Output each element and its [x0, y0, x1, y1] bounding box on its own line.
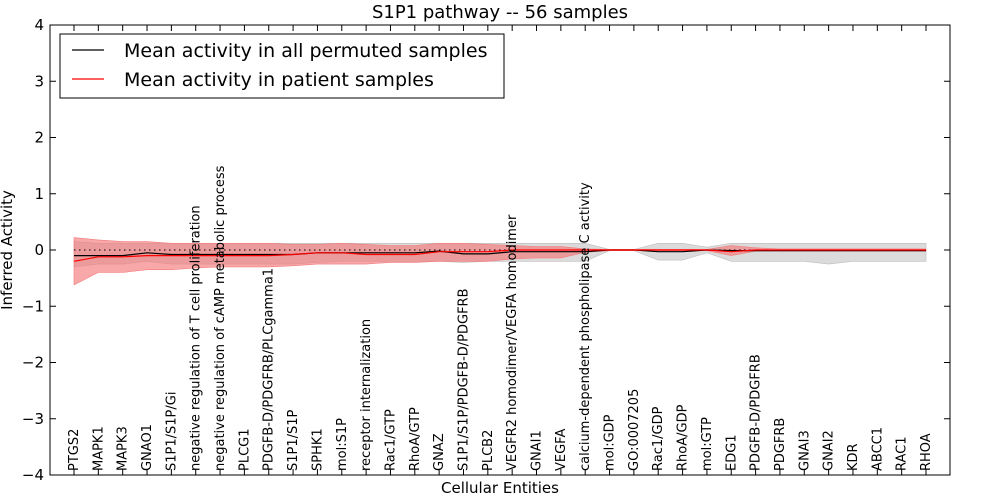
x-tick-label: KDR: [846, 443, 861, 471]
y-tick-label: −2: [22, 354, 44, 372]
x-tick-label: MAPK1: [91, 426, 106, 471]
x-tick-label: negative regulation of cAMP metabolic pr…: [213, 165, 228, 471]
x-tick-label: mol:GTP: [700, 417, 715, 471]
y-tick-label: 0: [34, 241, 44, 259]
x-tick-label: PDGFB-D/PDGFRB: [749, 354, 764, 471]
x-tick-label: MAPK3: [116, 426, 131, 471]
series-lines: [73, 249, 926, 262]
x-tick-label: GNAZ: [432, 433, 447, 471]
y-tick-label: −3: [22, 410, 44, 428]
x-tick-label: EDG1: [724, 434, 739, 471]
y-tick-label: 2: [34, 129, 44, 147]
x-tick-label: calcium-dependent phospholipase C activi…: [578, 182, 593, 471]
x-tick-label: S1P1/S1P: [286, 409, 301, 471]
x-tick-label: PLCG1: [237, 428, 252, 471]
x-tick-label: negative regulation of T cell proliferat…: [189, 205, 204, 471]
x-tick-label: Rac1/GDP: [651, 406, 666, 471]
chart-title: S1P1 pathway -- 56 samples: [372, 2, 628, 23]
x-tick-label: GNAI2: [822, 430, 837, 471]
x-tick-label: RhoA/GDP: [676, 404, 691, 471]
x-tick-label: ABCC1: [870, 427, 885, 471]
legend: Mean activity in all permuted samples Me…: [59, 33, 505, 99]
x-tick-label: PTGS2: [67, 429, 82, 471]
series-line-1: [73, 249, 926, 262]
y-tick-label: −4: [22, 466, 44, 484]
x-tick-label: GNAI1: [530, 430, 545, 471]
y-tick-label: 1: [34, 185, 44, 203]
x-tick-label: RAC1: [895, 436, 910, 471]
x-tick-label: mol:GDP: [603, 414, 618, 471]
legend-box: [59, 33, 505, 99]
y-axis-ticks: 4 3 2 1 0 −1 −2 −3 −4: [22, 16, 950, 484]
y-tick-label: −1: [22, 297, 44, 315]
x-tick-label: GNAO1: [140, 424, 155, 471]
x-tick-label: GO:0007205: [627, 389, 642, 471]
x-axis-label: Cellular Entities: [441, 479, 559, 497]
x-tick-label: SPHK1: [310, 428, 325, 471]
x-tick-label: Rac1/GTP: [383, 409, 398, 471]
y-axis-label: Inferred Activity: [0, 190, 16, 310]
x-tick-label: S1P1/S1P/Gi: [164, 392, 179, 471]
x-tick-label: PDGFB-D/PDGFRB/PLCgamma1: [262, 268, 277, 471]
x-tick-label: PLCB2: [481, 430, 496, 471]
confidence-bands: [73, 237, 927, 286]
x-axis-ticks: PTGS2 MAPK1 MAPK3 GNAO1 S1P1/S1P/Gi negative …: [67, 25, 934, 475]
legend-label-permuted: Mean activity in all permuted samples: [124, 40, 487, 62]
x-tick-label: S1P1/S1P/PDGFB-D/PDGFRB: [456, 288, 471, 471]
x-tick-label: PDGFRB: [773, 418, 788, 471]
legend-label-patient: Mean activity in patient samples: [124, 69, 434, 91]
x-tick-label: VEGFA: [554, 429, 569, 471]
y-tick-label: 3: [34, 72, 44, 90]
x-tick-label: mol:S1P: [335, 418, 350, 471]
x-tick-label: RHOA: [919, 433, 934, 471]
x-tick-label: receptor internalization: [359, 319, 374, 471]
x-tick-label: GNAI3: [797, 430, 812, 471]
x-tick-label: RhoA/GTP: [408, 407, 423, 471]
y-tick-label: 4: [34, 16, 44, 34]
x-tick-label: VEGFR2 homodimer/VEGFA homodimer: [505, 214, 520, 471]
